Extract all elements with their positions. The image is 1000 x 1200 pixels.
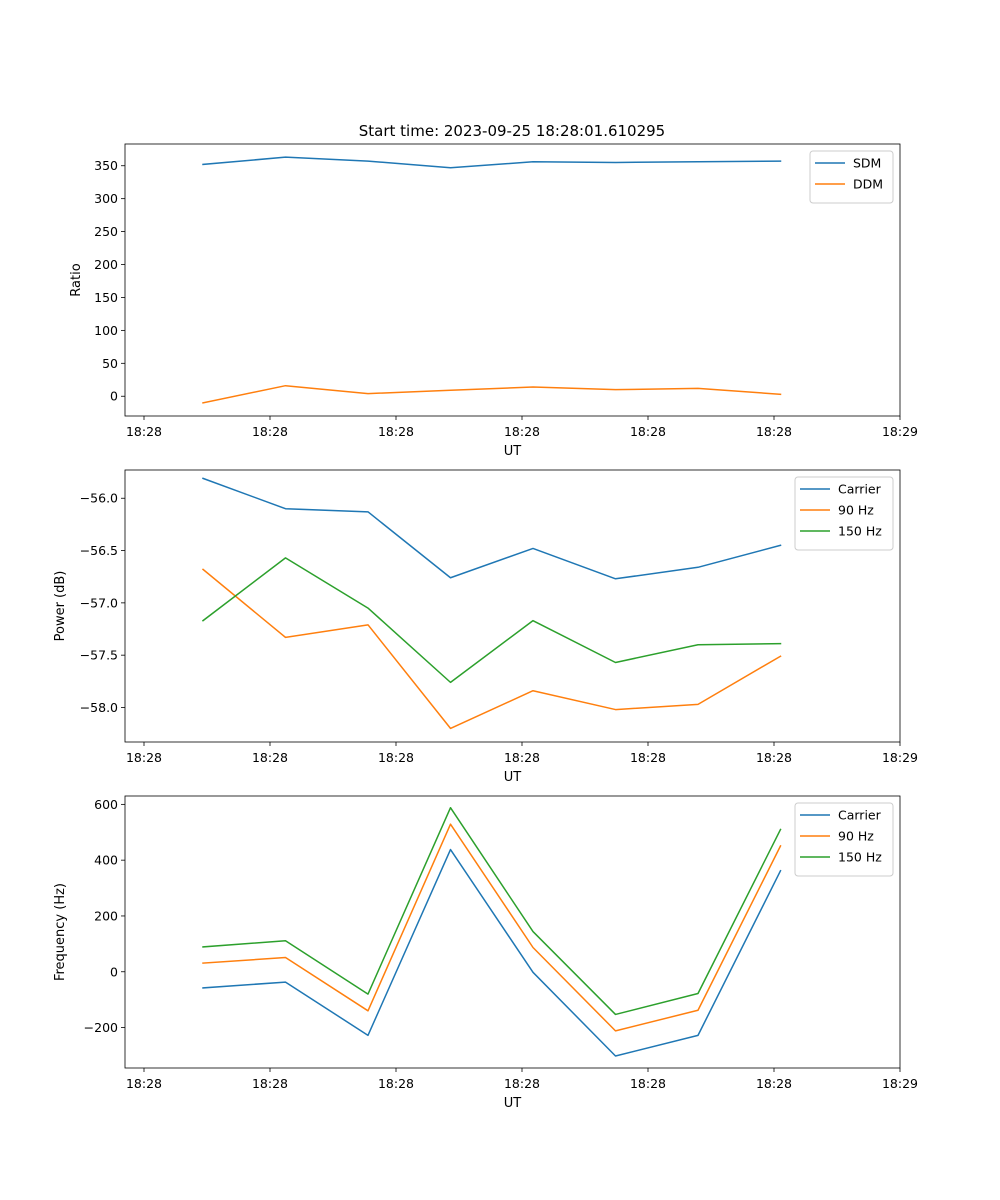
y-tick-label: 0 xyxy=(110,964,118,979)
x-tick-label: 18:28 xyxy=(630,1076,666,1091)
legend-label: 150 Hz xyxy=(838,850,882,865)
panel-1: 18:28 18:28 18:28 18:28 18:28 18:28 18:29 0 50 10… xyxy=(69,143,918,459)
series-line-ddm xyxy=(202,384,782,404)
series-line-carrier xyxy=(202,477,782,580)
panel-3: 18:28 18:28 18:28 18:28 18:28 18:28 18:29 −200 0… xyxy=(53,795,918,1111)
y-axis-label: Ratio xyxy=(69,263,84,296)
y-tick-label: 150 xyxy=(94,290,118,305)
series-line-carrier xyxy=(202,848,782,1057)
x-tick-label: 18:28 xyxy=(756,1076,792,1091)
x-tick-label: 18:28 xyxy=(126,750,162,765)
x-tick-label: 18:28 xyxy=(378,424,414,439)
y-axis-label: Power (dB) xyxy=(53,571,68,642)
axes-frame xyxy=(124,469,901,743)
x-tick-label: 18:28 xyxy=(504,750,540,765)
axes-frame xyxy=(124,795,901,1069)
x-axis-label: UT xyxy=(504,770,522,785)
y-tick-label: 200 xyxy=(94,257,118,272)
y-axis-label: Frequency (Hz) xyxy=(53,883,68,981)
x-tick-label: 18:28 xyxy=(252,750,288,765)
x-tick-label: 18:28 xyxy=(630,424,666,439)
x-tick-label: 18:28 xyxy=(252,1076,288,1091)
y-tick-label: 350 xyxy=(94,158,118,173)
y-tick-label: −58.0 xyxy=(80,700,118,715)
legend-label: DDM xyxy=(853,177,883,192)
series-line-90-hz xyxy=(202,823,782,1032)
x-tick-label: 18:29 xyxy=(882,424,918,439)
x-tick-label: 18:29 xyxy=(882,1076,918,1091)
x-tick-label: 18:28 xyxy=(252,424,288,439)
legend-label: 150 Hz xyxy=(838,524,882,539)
x-tick-label: 18:28 xyxy=(126,424,162,439)
x-tick-label: 18:28 xyxy=(378,750,414,765)
x-tick-label: 18:28 xyxy=(126,1076,162,1091)
x-tick-label: 18:28 xyxy=(630,750,666,765)
legend-box xyxy=(809,150,894,204)
series-line-90-hz xyxy=(201,568,782,730)
y-tick-label: 300 xyxy=(94,191,118,206)
y-tick-label: −56.0 xyxy=(80,491,118,506)
series-line-sdm xyxy=(202,156,782,169)
y-tick-label: 200 xyxy=(94,908,118,923)
y-tick-label: 400 xyxy=(94,853,118,868)
y-tick-label: 100 xyxy=(94,323,118,338)
legend-label: 90 Hz xyxy=(838,829,874,844)
panel-2: 18:28 18:28 18:28 18:28 18:28 18:28 18:29 −58.0… xyxy=(53,469,918,785)
legend-label: SDM xyxy=(853,156,881,171)
axes-frame xyxy=(124,143,901,417)
x-tick-label: 18:28 xyxy=(504,1076,540,1091)
figure-title: Start time: 2023-09-25 18:28:01.610295 xyxy=(359,122,665,140)
y-tick-label: −57.0 xyxy=(80,595,118,610)
x-tick-label: 18:28 xyxy=(756,750,792,765)
y-tick-label: 600 xyxy=(94,797,118,812)
y-tick-label: 50 xyxy=(102,356,118,371)
series-line-150-hz xyxy=(202,806,782,1016)
y-tick-label: −57.5 xyxy=(80,648,118,663)
x-tick-label: 18:28 xyxy=(378,1076,414,1091)
x-axis-label: UT xyxy=(504,1096,522,1111)
y-tick-label: 250 xyxy=(94,224,118,239)
y-tick-label: −56.5 xyxy=(80,543,118,558)
legend-label: Carrier xyxy=(838,808,882,823)
x-tick-label: 18:28 xyxy=(756,424,792,439)
legend-label: 90 Hz xyxy=(838,503,874,518)
x-tick-label: 18:29 xyxy=(882,750,918,765)
series-line-150-hz xyxy=(201,557,782,684)
y-tick-label: −200 xyxy=(84,1020,118,1035)
x-tick-label: 18:28 xyxy=(504,424,540,439)
y-tick-label: 0 xyxy=(110,389,118,404)
x-axis-label: UT xyxy=(504,444,522,459)
legend-label: Carrier xyxy=(838,482,882,497)
